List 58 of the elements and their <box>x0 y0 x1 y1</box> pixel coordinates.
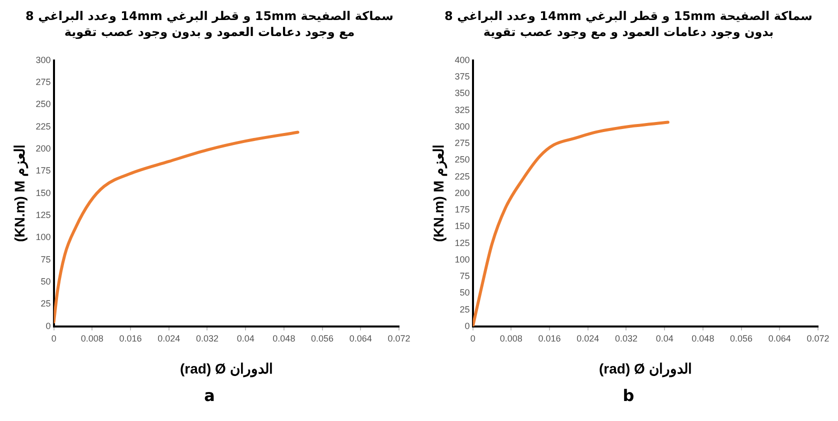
x-tick-label: 0.04 <box>656 333 674 344</box>
y-tick-label: 275 <box>36 77 51 88</box>
y-tick-label: 175 <box>36 166 51 176</box>
line-series <box>54 130 300 324</box>
y-tick-label: 250 <box>36 99 51 110</box>
y-tick-label: 25 <box>460 304 470 314</box>
y-tick-label: 300 <box>454 121 470 132</box>
y-tick-label: 75 <box>460 271 470 282</box>
y-tick-label: 75 <box>40 254 51 264</box>
y-tick-label: 125 <box>454 238 470 248</box>
x-axis-title: (rad) Ø الدوران <box>599 360 692 378</box>
y-tick-label: 200 <box>36 144 51 154</box>
x-tick-label: 0.016 <box>538 333 561 344</box>
x-tick-label: 0.032 <box>196 333 218 344</box>
x-tick-label: 0.072 <box>806 333 830 344</box>
y-tick-label: 0 <box>46 320 51 331</box>
y-tick-label: 250 <box>454 154 470 165</box>
x-axis-title: (rad) Ø الدوران <box>180 360 273 378</box>
y-tick-label: 375 <box>454 72 470 82</box>
y-tick-label: 225 <box>36 121 51 132</box>
x-tick-label: 0.056 <box>730 333 753 344</box>
y-tick-label: 25 <box>40 298 51 309</box>
y-tick-label: 225 <box>454 171 470 182</box>
y-tick-label: 175 <box>454 204 470 215</box>
y-tick-label: 150 <box>454 221 470 232</box>
y-tick-label: 325 <box>454 104 470 115</box>
x-tick-label: 0.04 <box>236 333 254 344</box>
y-axis-title: (KN.m) M العزم <box>11 144 28 242</box>
y-tick-label: 275 <box>454 138 470 148</box>
x-tick-label: 0.056 <box>311 333 334 344</box>
x-tick-label: 0.024 <box>158 333 180 344</box>
y-axis-title: (KN.m) M العزم <box>430 144 448 242</box>
x-tick-label: 0.072 <box>388 333 410 344</box>
y-tick-label: 150 <box>36 188 51 198</box>
x-tick-label: 0.008 <box>500 333 522 344</box>
x-tick-label: 0.032 <box>614 333 638 344</box>
x-tick-label: 0.016 <box>119 333 142 344</box>
y-tick-label: 125 <box>36 210 51 220</box>
y-tick-label: 300 <box>36 54 51 65</box>
y-tick-label: 100 <box>454 254 470 264</box>
text: a <box>203 386 216 405</box>
line-series <box>472 120 670 326</box>
chart-title: سماكة الصفيحة 15mm و قطر البرغي 14mm وعدد البراغي 8 بدون وجود دعامات العمود و مع وجود عصب تقوية <box>444 8 814 41</box>
y-tick-label: 200 <box>454 188 470 198</box>
y-tick-label: 50 <box>40 276 51 287</box>
y-tick-label: 400 <box>454 54 470 65</box>
y-tick-label: 100 <box>36 232 51 242</box>
y-tick-label: 50 <box>460 288 470 298</box>
chart-title: سماكة الصفيحة 15mm و قطر البرغي 14mm وعدد البراغي 8 مع وجود دعامات العمود و بدون وجود عصب تقوية <box>24 8 394 41</box>
x-tick-label: 0.048 <box>692 333 714 344</box>
x-tick-label: 0.064 <box>349 333 372 344</box>
text: b <box>622 386 636 405</box>
x-tick-label: 0.008 <box>80 333 104 344</box>
x-tick-label: 0.048 <box>272 333 296 344</box>
y-tick-label: 0 <box>464 320 470 331</box>
x-tick-label: 0.024 <box>576 333 600 344</box>
x-tick-label: 0.064 <box>768 333 791 344</box>
y-tick-label: 350 <box>454 88 470 98</box>
